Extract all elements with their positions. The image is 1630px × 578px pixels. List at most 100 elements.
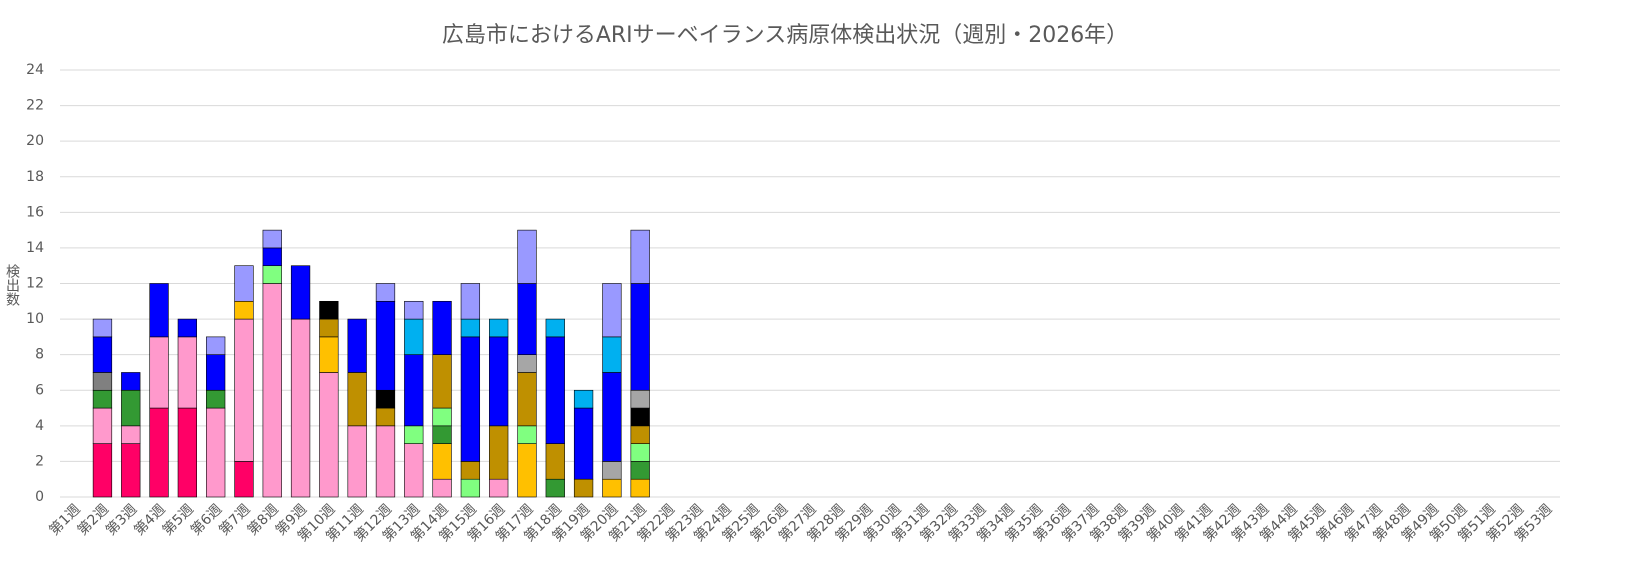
bar-segment	[432, 425, 452, 444]
bar-segment	[630, 425, 650, 444]
bar-segment	[545, 443, 565, 480]
bar-segment	[460, 318, 481, 338]
bar-segment	[206, 354, 226, 391]
bar-segment	[517, 372, 537, 427]
bar-segment	[517, 354, 537, 373]
bar-segment	[517, 425, 537, 444]
bar-segment	[206, 389, 226, 409]
bar-segment	[460, 461, 481, 480]
bar-segment	[573, 389, 594, 409]
bar-segment	[573, 478, 594, 498]
y-axis-label: 検出数	[4, 264, 20, 306]
bar-segment	[319, 318, 339, 338]
bar-segment	[121, 443, 141, 498]
bar-segment	[92, 336, 113, 373]
bar-segment	[347, 372, 367, 427]
bar-segment	[262, 265, 282, 284]
bar-segment	[319, 336, 339, 373]
bar-segment	[630, 389, 650, 409]
bar-segment	[404, 318, 424, 355]
bar-segment	[347, 425, 367, 498]
y-tick-label: 10	[26, 311, 44, 327]
bar-segment	[234, 300, 254, 320]
y-tick-label: 20	[26, 133, 44, 149]
bar-segment	[206, 336, 226, 355]
y-tick-label: 4	[35, 418, 44, 434]
bar-segment	[290, 318, 311, 498]
bar-segment	[460, 336, 481, 462]
bar-segment	[375, 425, 396, 498]
bar-segment	[234, 461, 254, 498]
bar-segment	[262, 283, 282, 498]
bar-segment	[432, 443, 452, 480]
y-tick-label: 16	[26, 204, 44, 220]
bar-segment	[489, 425, 509, 480]
bar-segment	[545, 336, 565, 444]
bar-segment	[375, 300, 396, 391]
x-tick-label: 第1週	[46, 501, 84, 539]
y-tick-label: 18	[26, 169, 44, 185]
bar-segment	[602, 283, 622, 338]
bar-segment	[489, 478, 509, 498]
bar-segment	[630, 229, 650, 284]
y-tick-label: 0	[35, 489, 44, 505]
chart-title: 広島市におけるARIサーベイランス病原体検出状況（週別・2026年）	[442, 23, 1128, 48]
y-tick-label: 12	[26, 276, 44, 292]
bar-segment	[92, 372, 113, 391]
bar-segment	[262, 247, 282, 267]
x-tick-label: 第4週	[131, 501, 169, 539]
bar-segment	[375, 283, 396, 302]
bar-segment	[545, 318, 565, 338]
bar-segment	[630, 283, 650, 391]
bar-segment	[121, 389, 141, 427]
bar-segment	[545, 478, 565, 498]
x-tick-label: 第8週	[244, 501, 282, 539]
bar-segment	[206, 407, 226, 498]
x-tick-label: 第7週	[215, 501, 253, 539]
x-tick-label: 第3週	[102, 501, 140, 539]
bar-segment	[234, 265, 254, 302]
bar-segment	[121, 425, 141, 444]
bar-segment	[404, 443, 424, 498]
y-tick-label: 22	[26, 98, 44, 114]
bar-segment	[177, 407, 197, 498]
y-tick-label: 6	[35, 382, 44, 398]
bar-segment	[602, 478, 622, 498]
bar-segment	[290, 265, 311, 320]
bar-segment	[630, 407, 650, 427]
bar-segment	[375, 389, 396, 409]
bar-segment	[92, 407, 113, 444]
y-tick-label: 14	[26, 240, 44, 256]
bar-segment	[630, 478, 650, 498]
bar-segment	[262, 229, 282, 249]
bar-segment	[404, 354, 424, 427]
bar-segment	[489, 336, 509, 427]
bar-segment	[347, 318, 367, 373]
bar-segment	[92, 318, 113, 338]
bar-segment	[432, 478, 452, 498]
bar-segment	[460, 478, 481, 498]
bar-segment	[630, 443, 650, 462]
bar-segment	[489, 318, 509, 338]
y-tick-label: 8	[35, 347, 44, 363]
y-tick-label: 2	[35, 453, 44, 469]
bar-segment	[149, 283, 169, 338]
x-tick-label: 第6週	[187, 501, 225, 539]
bar-segment	[404, 425, 424, 444]
bar-segment	[177, 318, 197, 338]
bar-segment	[177, 336, 197, 409]
bar-segment	[234, 318, 254, 462]
bar-segment	[517, 443, 537, 498]
bar-segment	[602, 461, 622, 480]
bar-segment	[432, 407, 452, 427]
bar-segment	[630, 461, 650, 480]
bar-segment	[602, 336, 622, 373]
bar-segment	[375, 407, 396, 427]
bar-segment	[92, 443, 113, 498]
bar-segment	[602, 372, 622, 462]
bar-segment	[432, 354, 452, 409]
bar-segment	[92, 389, 113, 409]
bar-segment	[149, 407, 169, 498]
